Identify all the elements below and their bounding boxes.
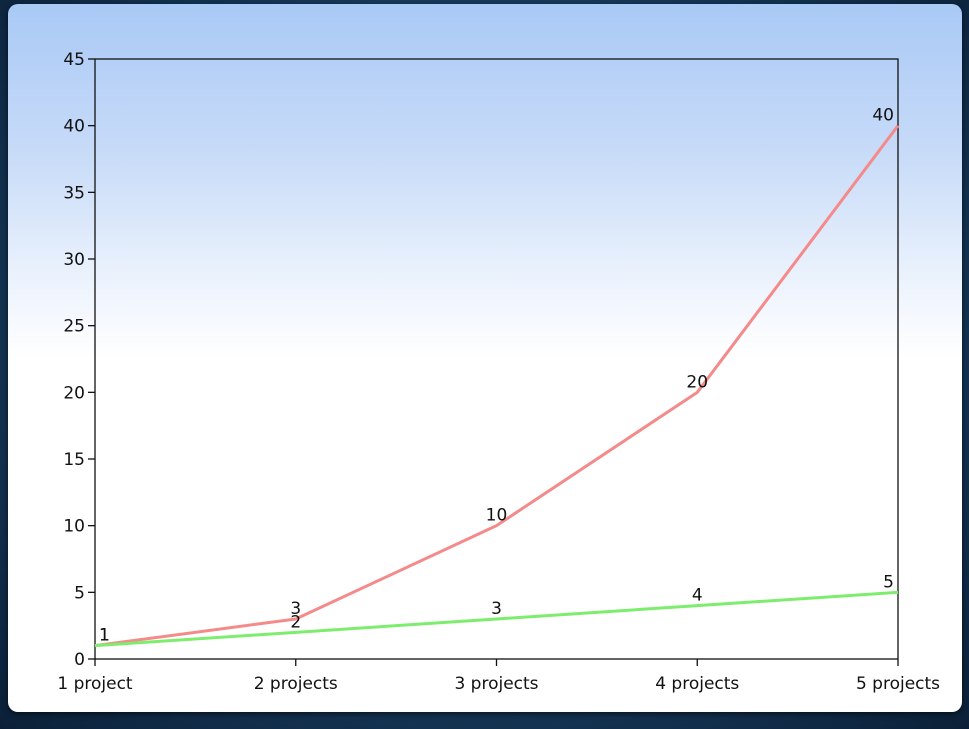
data-label: 4	[692, 586, 703, 606]
y-tick-label: 35	[63, 183, 85, 203]
data-label: 3	[491, 599, 502, 619]
x-tick-label: 4 projects	[655, 674, 739, 694]
data-label: 2	[290, 612, 301, 632]
y-axis: 0 5 10 15 20 25 30 35 40 45	[63, 50, 95, 670]
data-label: 10	[486, 506, 508, 526]
data-label: 1	[99, 626, 110, 646]
y-tick-label: 10	[63, 517, 85, 537]
y-tick-label: 15	[63, 450, 85, 470]
plot-border	[94, 58, 899, 660]
y-tick-label: 20	[63, 383, 85, 403]
x-tick-label: 1 project	[57, 674, 133, 694]
y-tick-label: 0	[74, 650, 85, 670]
data-label: 20	[686, 372, 708, 392]
x-tick-label: 2 projects	[254, 674, 338, 694]
series-layer	[94, 124, 900, 648]
data-label: 1	[99, 626, 110, 646]
y-tick-label: 30	[63, 250, 85, 270]
chart-panel	[8, 4, 962, 712]
x-tick-label: 5 projects	[856, 674, 940, 694]
y-tick-label: 5	[74, 583, 85, 603]
series-line-2	[94, 590, 899, 648]
plot-frame	[94, 58, 899, 660]
x-axis: 1 project 2 projects 3 projects 4 projects 5…	[57, 659, 940, 694]
y-tick-label: 25	[63, 317, 85, 337]
data-label: 5	[883, 572, 894, 592]
data-label: 40	[872, 106, 894, 126]
y-tick-label: 40	[63, 117, 85, 137]
data-label: 3	[290, 599, 301, 619]
x-tick-label: 3 projects	[454, 674, 538, 694]
y-tick-label: 45	[63, 50, 85, 70]
series-line-1	[94, 124, 900, 648]
